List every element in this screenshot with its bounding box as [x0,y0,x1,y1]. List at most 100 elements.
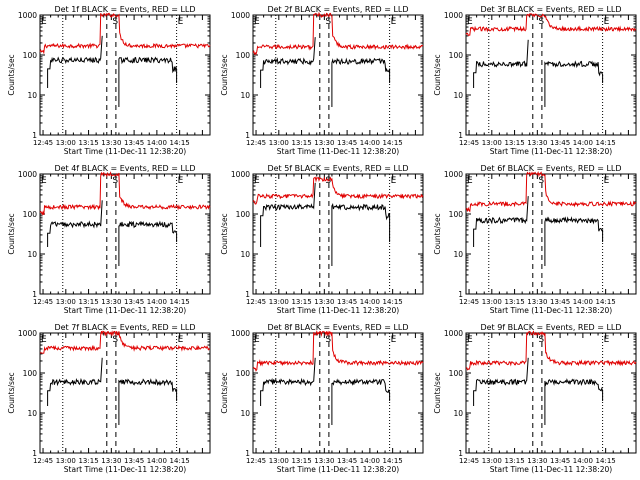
plot-frame [252,14,424,136]
plot-frame [39,14,211,136]
x-tick-label: 13:45 [337,457,357,465]
y-tick-label: 100 [23,51,38,60]
x-tick-label: 14:00 [147,298,167,306]
marker-s: S [325,335,331,345]
panel-title: Det 6f BLACK = Events, RED = LLD [480,164,621,173]
x-tick-label: 14:00 [360,139,380,147]
y-tick-label: 100 [236,210,251,219]
y-tick-label: 100 [449,51,464,60]
marker-e: E [254,17,260,27]
panel-3: Det 3f BLACK = Events, RED = LLD 1 10 100 10… [433,5,637,156]
y-tick-label: 1000 [231,329,250,338]
x-tick-label: 13:30 [314,298,334,306]
marker-e: E [178,176,184,186]
events-series-line [47,200,103,247]
y-tick-label: 1000 [18,11,37,20]
panel-title: Det 2f BLACK = Events, RED = LLD [267,5,408,14]
events-series-line [260,357,316,406]
y-tick-label: 1000 [444,329,463,338]
panel-title: Det 7f BLACK = Events, RED = LLD [54,323,195,332]
panel-5: Det 5f BLACK = Events, RED = LLD 1 10 100 10… [220,164,424,315]
lld-series-line [466,330,637,371]
y-axis-title: Counts/sec [220,54,229,95]
panel-2: Det 2f BLACK = Events, RED = LLD 1 10 100 10… [220,5,424,156]
events-series-line [118,56,178,107]
y-tick-label: 10 [27,250,37,259]
x-axis-title: Start Time (11-Dec-11 12:38:20) [490,147,612,156]
x-tick-label: 14:15 [596,457,616,465]
x-axis-title: Start Time (11-Dec-11 12:38:20) [64,306,186,315]
x-tick-label: 13:45 [337,298,357,306]
lld-series-line [252,11,424,56]
y-tick-label: 1000 [231,11,250,20]
plot-frame [39,332,211,454]
panel-title: Det 1f BLACK = Events, RED = LLD [54,5,195,14]
marker-e: E [41,335,47,345]
y-tick-label: 10 [453,409,463,418]
events-series-line [260,182,316,247]
x-axis-title: Start Time (11-Dec-11 12:38:20) [277,147,399,156]
y-tick-label: 1 [32,449,37,458]
x-tick-label: 12:45 [33,457,53,465]
x-axis-title: Start Time (11-Dec-11 12:38:20) [64,147,186,156]
y-tick-label: 10 [453,250,463,259]
y-axis-title: Counts/sec [7,213,16,254]
y-tick-label: 1000 [18,329,37,338]
x-tick-label: 13:45 [550,139,570,147]
marker-e: E [254,335,260,345]
x-tick-label: 14:00 [360,298,380,306]
marker-e: E [391,335,397,345]
plot-frame [465,173,637,295]
x-tick-label: 13:45 [124,298,144,306]
marker-s: S [112,176,118,186]
x-tick-label: 14:15 [170,139,190,147]
lld-series-line [465,13,637,37]
marker-e: E [391,17,397,27]
lld-series-line [39,171,211,216]
y-tick-label: 10 [27,409,37,418]
y-tick-label: 100 [236,51,251,60]
lld-series-line [39,12,211,55]
events-series-line [331,202,391,266]
x-tick-label: 12:45 [459,298,479,306]
x-tick-label: 13:30 [101,457,121,465]
x-tick-label: 13:30 [527,457,547,465]
x-tick-label: 13:00 [56,457,76,465]
events-series-line [473,39,529,88]
events-series-line [544,216,604,266]
x-axis-title: Start Time (11-Dec-11 12:38:20) [277,306,399,315]
y-tick-label: 1 [245,449,250,458]
x-tick-label: 14:15 [170,457,190,465]
y-axis-title: Counts/sec [433,213,442,254]
plot-frame [39,173,211,295]
y-tick-label: 1000 [444,170,463,179]
y-tick-label: 100 [449,369,464,378]
marker-e: E [254,176,260,186]
y-tick-label: 1000 [231,170,250,179]
lld-series-line [252,176,424,205]
plot-frame [465,332,637,454]
x-axis-title: Start Time (11-Dec-11 12:38:20) [277,465,399,474]
y-tick-label: 1 [245,131,250,140]
x-tick-label: 13:00 [482,457,502,465]
panel-1: Det 1f BLACK = Events, RED = LLD 1 10 100 10… [7,5,211,156]
marker-e: E [467,176,473,186]
lld-series-line [39,330,211,354]
x-tick-label: 14:00 [573,298,593,306]
y-tick-label: 100 [23,369,38,378]
y-tick-label: 1 [458,131,463,140]
x-tick-label: 13:00 [482,298,502,306]
x-tick-label: 13:45 [337,139,357,147]
marker-e: E [41,17,47,27]
x-tick-label: 13:00 [269,139,289,147]
x-tick-label: 12:45 [33,139,53,147]
x-tick-label: 13:15 [291,457,311,465]
x-tick-label: 13:30 [527,139,547,147]
y-tick-label: 100 [449,210,464,219]
y-tick-label: 1 [458,290,463,299]
marker-e: E [467,335,473,345]
x-tick-label: 12:45 [246,298,266,306]
x-tick-label: 14:15 [383,139,403,147]
x-tick-label: 14:00 [147,139,167,147]
events-series-line [118,378,178,425]
